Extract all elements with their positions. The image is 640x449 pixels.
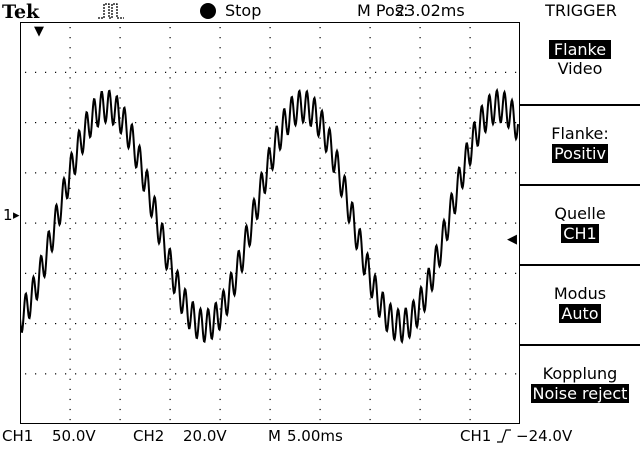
trigger-type-selected: Flanke	[549, 40, 611, 59]
run-state-label: Stop	[225, 1, 262, 20]
ch1-ground-arrow-icon: ▸	[13, 208, 20, 223]
readout-bar: CH1 50.0V CH2 20.0V M 5.00ms CH1 −24.0V	[0, 424, 640, 449]
trigger-source-readout: CH1	[460, 427, 492, 445]
timebase-scale: 5.00ms	[287, 427, 343, 445]
mode-button[interactable]: Modus Auto	[520, 264, 640, 342]
source-value: CH1	[561, 224, 599, 243]
trigger-level-readout: −24.0V	[516, 427, 573, 445]
trigger-position-marker: ▼	[34, 24, 44, 39]
horizontal-position-value: 23.02ms	[395, 1, 465, 20]
graticule-frame	[20, 22, 520, 424]
mode-label: Modus	[553, 284, 607, 303]
waveform-display	[20, 22, 520, 424]
ch1-ground-marker: 1	[3, 206, 13, 224]
ch1-label: CH1	[2, 427, 34, 445]
trigger-menu: Flanke Video Flanke: Positiv Quelle CH1 …	[520, 24, 640, 424]
slope-button[interactable]: Flanke: Positiv	[520, 104, 640, 182]
trigger-level-marker: ◀	[507, 232, 517, 247]
timebase-label: M	[268, 427, 281, 445]
run-state-icon	[200, 3, 216, 19]
trigger-type-button[interactable]: Flanke Video	[520, 24, 640, 102]
trigger-pulse-icon	[98, 3, 124, 19]
slope-value: Positiv	[552, 144, 608, 163]
ch2-label: CH2	[133, 427, 165, 445]
horizontal-position-label: M Pos:	[357, 1, 409, 20]
rising-edge-icon	[497, 429, 511, 443]
coupling-label: Kopplung	[542, 364, 618, 383]
brand-logo: Tek	[2, 1, 40, 23]
coupling-button[interactable]: Kopplung Noise reject	[520, 344, 640, 424]
slope-label: Flanke:	[551, 124, 609, 143]
source-label: Quelle	[554, 204, 606, 223]
ch1-waveform	[20, 87, 519, 345]
status-bar: Tek Stop M Pos: 23.02ms TRIGGER	[0, 0, 640, 24]
trigger-type-option: Video	[557, 59, 603, 78]
ch2-scale: 20.0V	[183, 427, 227, 445]
coupling-value: Noise reject	[530, 384, 630, 403]
source-button[interactable]: Quelle CH1	[520, 184, 640, 262]
ch1-scale: 50.0V	[52, 427, 96, 445]
mode-value: Auto	[559, 304, 601, 323]
menu-title: TRIGGER	[545, 1, 617, 20]
